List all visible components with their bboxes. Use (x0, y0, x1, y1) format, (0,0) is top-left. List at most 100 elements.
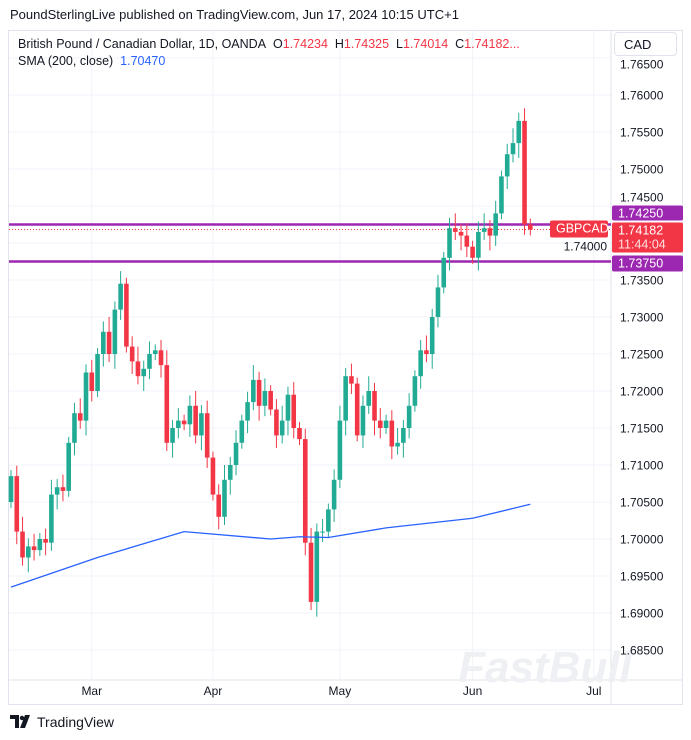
candle-body (285, 394, 291, 421)
low-label: L (396, 37, 403, 51)
candle-body (14, 476, 20, 532)
candle-body (89, 372, 95, 391)
candle-body (441, 257, 447, 288)
candle-body (464, 235, 470, 247)
candle-body (256, 379, 262, 406)
candle-body (239, 420, 245, 443)
y-tick-label: 1.74000 (564, 240, 608, 254)
candle-body (302, 439, 308, 543)
candle-body (181, 420, 187, 425)
candle-body (406, 405, 412, 428)
y-tick-label: 1.72000 (620, 385, 664, 399)
x-tick-label: Jun (463, 684, 482, 698)
x-tick-label: Jul (586, 684, 601, 698)
candle-body (377, 420, 383, 428)
y-tick-label: 1.73000 (620, 311, 664, 325)
candle-body (43, 539, 48, 543)
footer-brand: TradingView (37, 714, 115, 730)
candle-body (429, 317, 435, 354)
candle-body (216, 494, 222, 517)
candle-body (366, 391, 372, 406)
y-tick-label: 1.75500 (620, 126, 664, 140)
watermark: FastBull (458, 643, 632, 692)
y-tick-label: 1.71500 (620, 422, 664, 436)
candle-body (297, 428, 302, 440)
candle-body (245, 402, 250, 421)
candle-body (129, 346, 135, 362)
candle-body (170, 428, 175, 443)
candle-body (487, 228, 493, 236)
candle-body (343, 376, 348, 421)
y-tick-label: 1.70500 (620, 496, 664, 510)
candle-body (395, 442, 400, 447)
candle-body (60, 487, 66, 491)
tradingview-footer[interactable]: TradingView (10, 714, 114, 730)
y-tick-label: 1.76500 (620, 58, 664, 72)
candle-body (164, 365, 170, 443)
candle-body (481, 228, 487, 232)
y-tick-label: 1.75000 (620, 163, 664, 177)
candle-body (262, 391, 268, 406)
candle-body (147, 354, 152, 369)
symbol-price-tag-bg (550, 220, 608, 238)
level-price-label: 1.73750 (618, 257, 663, 271)
candle-body (187, 405, 193, 425)
candle-body (199, 413, 204, 436)
candle-body (8, 476, 14, 502)
open-label: O (273, 37, 283, 51)
level-price-label-bg (612, 205, 683, 221)
last-price-label-bg (612, 222, 683, 253)
y-tick-label: 1.69500 (620, 570, 664, 584)
candle-body (279, 420, 285, 436)
candle-body (274, 409, 279, 436)
candle-body (499, 176, 504, 214)
candle-body (372, 391, 377, 421)
candle-body (314, 531, 320, 602)
candle-body (222, 479, 227, 517)
tradingview-logo-icon (10, 715, 30, 728)
y-tick-label: 1.72500 (620, 348, 664, 362)
candle-body (77, 413, 83, 421)
last-price-label: 11:44:04 (618, 238, 666, 252)
candle-body (233, 442, 239, 465)
candle-body (141, 368, 147, 377)
candle-body (112, 309, 118, 354)
candle-body (268, 391, 273, 410)
candle-body (528, 224, 533, 230)
candle-body (251, 379, 256, 403)
candle-body (158, 350, 164, 366)
high-label: H (334, 37, 344, 51)
candle-body (412, 376, 418, 406)
candle-body (516, 120, 522, 144)
y-tick-label: 1.74500 (620, 191, 664, 205)
candle-body (326, 509, 331, 532)
candle-body (291, 394, 297, 428)
candle-body (458, 231, 464, 236)
candle-body (510, 143, 516, 155)
candle-body (20, 531, 25, 558)
candle-body (354, 383, 360, 436)
y-tick-label: 1.69000 (620, 607, 664, 621)
candle-body (124, 283, 129, 347)
candle-body (106, 331, 112, 354)
candle-body (470, 246, 475, 258)
candle-body (31, 546, 37, 551)
candle-body (101, 331, 106, 354)
candle-body (204, 413, 210, 458)
candle-body (37, 539, 43, 551)
currency-button[interactable]: CAD (614, 32, 677, 56)
candle-body (308, 542, 314, 602)
candle-body (152, 350, 158, 354)
candle-body (493, 213, 498, 236)
level-price-label: 1.74250 (618, 207, 663, 221)
candle-body (401, 428, 406, 443)
candle-body (95, 354, 100, 391)
candle-body (66, 442, 71, 491)
symbol-title: British Pound / Canadian Dollar, 1D, OAN… (18, 37, 267, 51)
y-tick-label: 1.73500 (620, 274, 664, 288)
candle-body (72, 413, 77, 443)
open-value: 1.74234 (282, 37, 328, 51)
candle-body (435, 287, 441, 317)
candle-body (320, 531, 325, 533)
